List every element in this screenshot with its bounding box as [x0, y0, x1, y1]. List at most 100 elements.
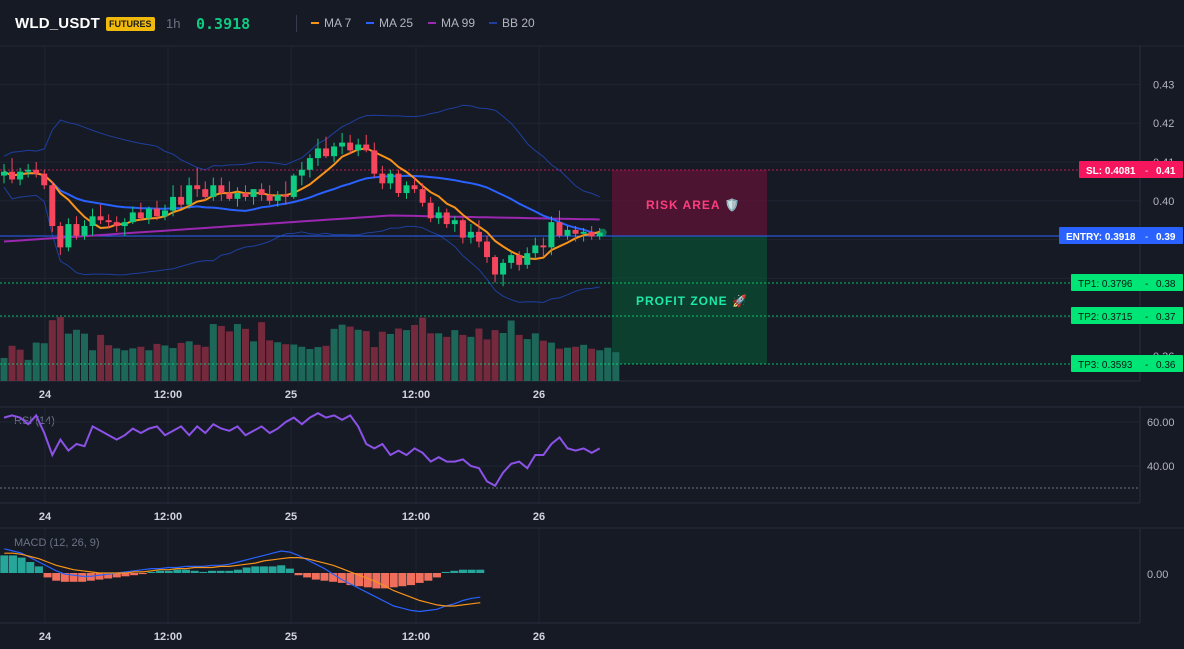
legend-swatch-icon — [311, 22, 319, 24]
trade-zones: RISK AREA 🛡️ PROFIT ZONE 🚀 — [612, 170, 767, 364]
tp2-tag[interactable]: TP2: 0.3715 - 0.37 — [1071, 307, 1183, 324]
candle-body — [516, 255, 523, 265]
candle-body — [129, 212, 136, 223]
candle-body — [508, 255, 515, 263]
candle-body — [137, 212, 144, 219]
legend-ma25[interactable]: MA 25 — [366, 16, 413, 30]
macd-hist-bar — [26, 562, 35, 573]
legend-ma7[interactable]: MA 7 — [311, 16, 351, 30]
time-axis: 24 12:00 25 12:00 26 24 12:00 25 12:00 26 24 12:00 2… — [39, 389, 545, 643]
volume-bar — [588, 348, 596, 381]
macd-label: MACD (12, 26, 9) — [14, 537, 100, 549]
candle-body — [41, 173, 48, 186]
macd-hist-bar — [476, 569, 485, 573]
timeframe-label[interactable]: 1h — [166, 16, 181, 31]
entry-tag-label: ENTRY: 0.3918 — [1066, 232, 1136, 243]
ma7-line — [3, 147, 600, 261]
macd-hist-bar — [329, 573, 338, 582]
macd-hist-bar — [450, 570, 459, 573]
volume-bar — [266, 340, 274, 381]
candle-body — [548, 222, 555, 248]
candle-body — [162, 210, 168, 217]
volume-bar — [24, 359, 32, 381]
sl-tag[interactable]: SL: 0.4081 0.41 - — [1079, 161, 1183, 178]
candle-body — [371, 150, 378, 174]
macd-hist-bar — [43, 573, 52, 578]
volume-bar — [225, 331, 233, 381]
volume-bar — [40, 343, 48, 381]
time-axis-label: 26 — [533, 511, 545, 523]
price-axis-label: 0.42 — [1153, 118, 1174, 130]
legend-bb20[interactable]: BB 20 — [489, 16, 535, 30]
legend-label: BB 20 — [502, 16, 535, 30]
volume-bar — [72, 329, 80, 381]
macd-hist-bar — [467, 569, 476, 573]
candle-body — [475, 231, 482, 242]
volume-bar — [539, 340, 547, 381]
candle-body — [49, 185, 56, 227]
candle-body — [331, 146, 338, 157]
candle-body — [524, 253, 531, 265]
legend-swatch-icon — [366, 22, 374, 24]
volume-bar — [370, 347, 378, 381]
candle-body — [234, 193, 241, 199]
volume-bar — [121, 350, 129, 381]
volume-bar — [16, 349, 24, 381]
bb-lower-line — [3, 186, 600, 303]
candle-body — [314, 148, 321, 159]
candle-body — [242, 193, 249, 197]
volume-bar — [153, 343, 161, 381]
candle-body — [210, 185, 217, 197]
volume-bar — [217, 325, 225, 381]
candle-body — [306, 158, 313, 170]
time-axis-label: 12:00 — [402, 511, 430, 523]
tp1-tag[interactable]: TP1: 0.3796 - 0.38 — [1071, 274, 1183, 291]
moving-averages — [3, 147, 600, 261]
candle-body — [194, 185, 201, 190]
legend-label: MA 25 — [379, 16, 414, 30]
time-axis-label: 24 — [39, 511, 52, 523]
legend-ma99[interactable]: MA 99 — [428, 16, 475, 30]
volume-bar — [338, 324, 346, 381]
candle-body — [290, 175, 297, 197]
volume-bar — [193, 344, 201, 381]
volume-bar — [604, 347, 612, 381]
macd-hist-bar — [355, 573, 364, 587]
entry-tag[interactable]: ENTRY: 0.3918 - 0.39 — [1059, 227, 1183, 244]
volume-bar — [105, 345, 113, 381]
candle-body — [387, 173, 394, 184]
volume-bar — [81, 333, 88, 381]
time-axis-label: 24 — [39, 631, 52, 643]
volume-bar — [427, 333, 435, 381]
tp3-tag[interactable]: TP3: 0.3593 - 0.36 — [1071, 355, 1183, 372]
candle-body — [580, 231, 587, 234]
volume-bar — [451, 330, 459, 381]
macd-hist-bar — [225, 570, 234, 573]
macd-hist-bar — [311, 573, 320, 580]
tp3-tag-axis: 0.36 — [1156, 360, 1176, 371]
candle-body — [347, 142, 354, 151]
macd-hist-bar — [337, 573, 346, 583]
volume-bar — [491, 330, 499, 381]
candle-body — [9, 171, 16, 180]
entry-tag-dash: - — [1145, 232, 1148, 243]
macd-hist-bar — [233, 569, 242, 573]
volume-bar — [322, 345, 330, 381]
volume-bar — [483, 339, 491, 381]
macd-hist-bar — [78, 573, 87, 582]
macd-hist-bar — [363, 573, 372, 588]
volume-bar — [411, 325, 419, 381]
macd-hist-bar — [346, 573, 355, 586]
symbol-name[interactable]: WLD_USDT — [15, 15, 100, 32]
tp2-tag-dash: - — [1145, 312, 1148, 323]
candle-body — [97, 216, 104, 221]
macd-hist-bar — [17, 557, 26, 573]
price-axis-label: 0.40 — [1153, 196, 1174, 208]
candle-body — [427, 202, 434, 219]
volume-bar — [403, 330, 410, 381]
macd-hist-bar — [320, 573, 329, 581]
volume-bar — [48, 320, 56, 381]
volume-bar — [129, 348, 137, 381]
volume-bar — [169, 348, 177, 381]
